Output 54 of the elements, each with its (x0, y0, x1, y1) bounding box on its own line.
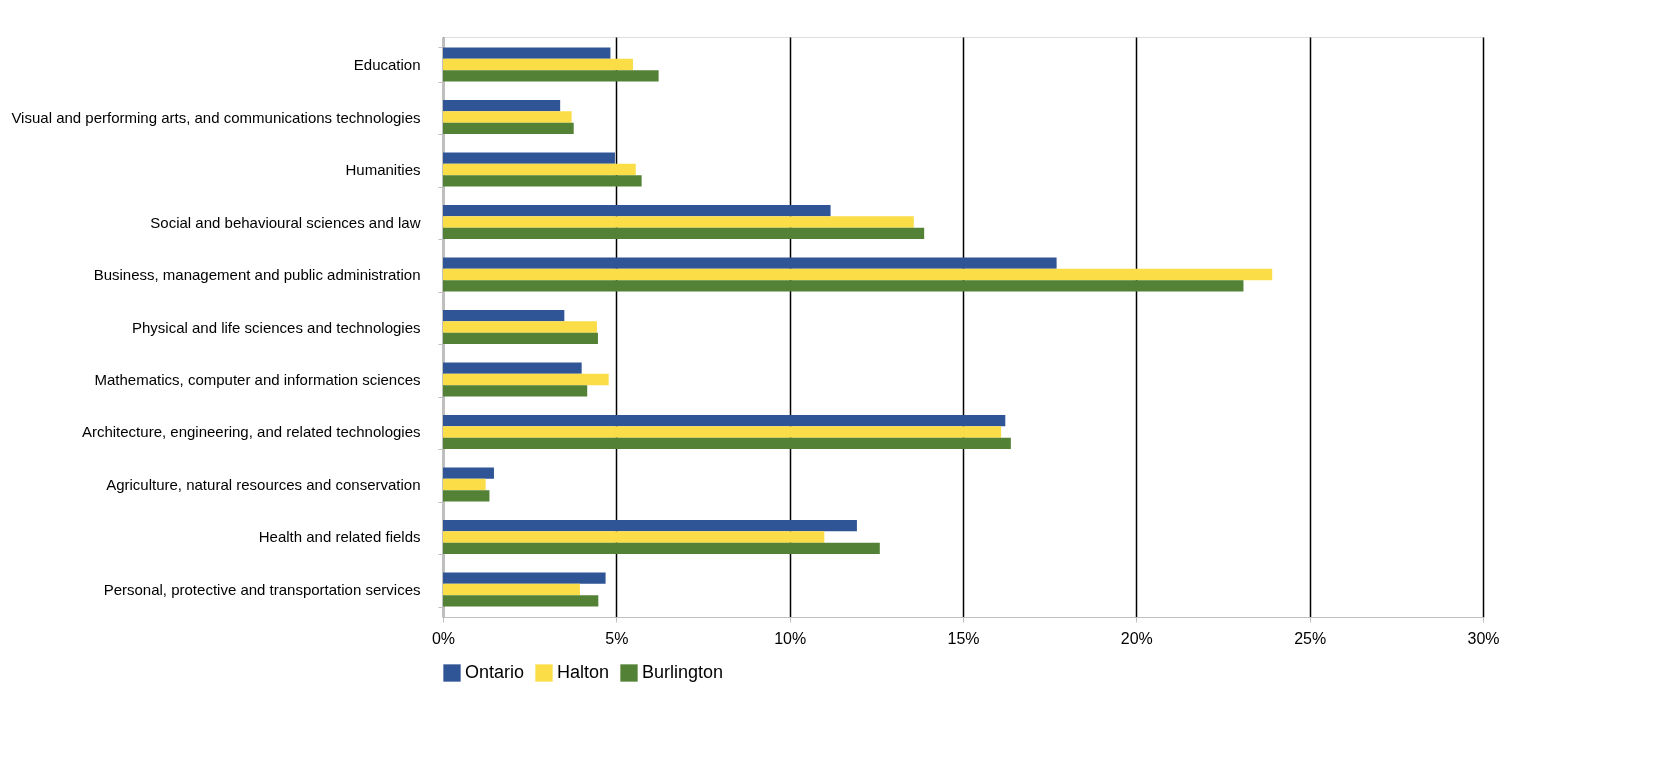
x-tick-label: 0% (431, 629, 456, 647)
y-tick-label: Personal, protective and transportation services (103, 580, 421, 598)
bar (443, 111, 572, 123)
bar (443, 478, 486, 491)
bar (443, 542, 880, 555)
bar (443, 426, 1002, 438)
bar (443, 309, 565, 322)
y-tick-label: Business, management and public administration (93, 266, 421, 284)
bar (443, 122, 574, 135)
y-tick-label: Humanities (345, 161, 421, 179)
bar (443, 467, 494, 479)
bar (443, 280, 1244, 292)
bar (443, 332, 598, 345)
bar (443, 437, 1011, 450)
bar (443, 414, 1006, 427)
x-tick-label: 10% (774, 629, 807, 647)
bar (443, 531, 825, 543)
y-tick-label: Visual and performing arts, and communications technologies (11, 108, 421, 126)
bar (443, 595, 599, 607)
bar (443, 572, 606, 584)
y-tick-label: Mathematics, computer and information sciences (94, 370, 421, 388)
y-tick-label: Social and behavioural sciences and law (150, 213, 421, 231)
bar (443, 385, 588, 397)
bar (443, 152, 615, 164)
y-tick-label: Health and related fields (258, 528, 421, 546)
legend-label: Halton (557, 662, 610, 682)
bar (443, 257, 1057, 269)
y-tick-label: Education (353, 56, 421, 74)
bar (443, 70, 659, 82)
bar (443, 47, 611, 59)
y-tick-label: Physical and life sciences and technologies (131, 318, 421, 336)
bar (443, 204, 831, 217)
legend-label: Ontario (465, 662, 525, 682)
bar (443, 373, 609, 386)
y-tick-label: Agriculture, natural resources and conservation (106, 475, 421, 493)
x-tick-label: 5% (605, 629, 629, 647)
bar (443, 99, 561, 112)
bar (443, 227, 925, 240)
bar (443, 216, 914, 228)
legend-label: Burlington (642, 662, 724, 682)
bar (443, 268, 1273, 281)
x-tick-label: 30% (1467, 629, 1500, 647)
bar (443, 490, 490, 502)
x-tick-label: 25% (1294, 629, 1327, 647)
bar (443, 321, 597, 333)
bar (443, 583, 580, 596)
x-tick-label: 15% (947, 629, 980, 647)
x-tick-label: 20% (1120, 629, 1153, 647)
bar (443, 175, 642, 187)
y-tick-label: Architecture, engineering, and related technologies (81, 423, 421, 441)
bar (443, 163, 636, 176)
bar (443, 362, 582, 374)
bar (443, 58, 633, 71)
bar (443, 519, 857, 532)
